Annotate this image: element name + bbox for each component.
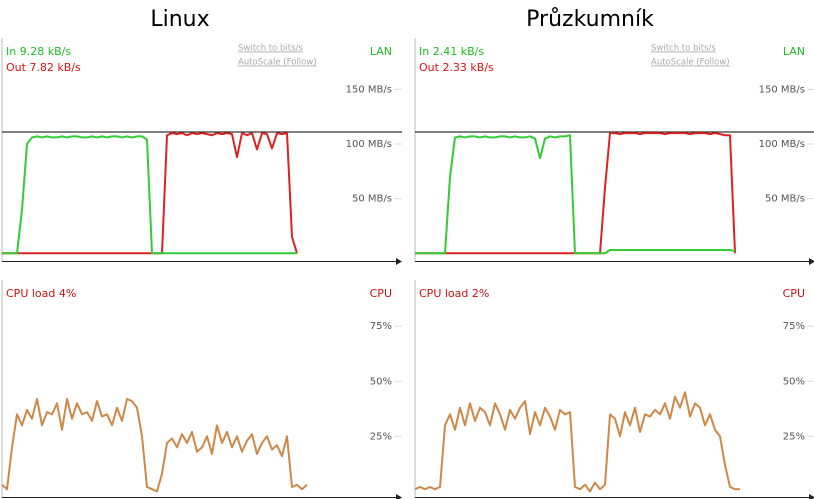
readout: CPU load 4% <box>6 287 76 300</box>
corner-label: LAN <box>370 45 392 58</box>
series-line <box>415 134 736 255</box>
y-tick-label: 25% <box>783 431 805 442</box>
readout: Out 7.82 kB/s <box>6 61 81 74</box>
corner-label: CPU <box>370 287 392 300</box>
y-tick-label: 50 MB/s <box>352 194 392 205</box>
axis-arrow <box>809 494 814 499</box>
link: Switch to bits/s <box>651 44 716 54</box>
readout: In 2.41 kB/s <box>419 45 484 58</box>
heading: Linux <box>150 7 209 32</box>
y-tick-label: 100 MB/s <box>759 139 805 150</box>
y-tick-label: 50 MB/s <box>765 194 805 205</box>
link: AutoScale (Follow) <box>651 58 730 68</box>
series-line <box>2 135 297 255</box>
y-tick-label: 150 MB/s <box>759 84 805 95</box>
axis-arrow <box>396 258 402 265</box>
axis-arrow <box>809 258 814 265</box>
corner-label: LAN <box>783 45 805 58</box>
y-tick-label: 50% <box>783 376 805 387</box>
series-line <box>414 391 740 493</box>
y-tick-label: 75% <box>370 321 392 332</box>
y-tick-label: 50% <box>370 376 392 387</box>
link: AutoScale (Follow) <box>238 58 317 68</box>
link: Switch to bits/s <box>238 44 303 54</box>
axis-arrow <box>396 494 402 499</box>
readout: CPU load 2% <box>419 287 489 300</box>
series-line <box>2 132 298 255</box>
y-tick-label: 75% <box>783 321 805 332</box>
series-line <box>1 397 308 493</box>
readout: In 9.28 kB/s <box>6 45 71 58</box>
y-tick-label: 100 MB/s <box>346 139 392 150</box>
readout: Out 2.33 kB/s <box>419 61 494 74</box>
y-tick-label: 150 MB/s <box>346 84 392 95</box>
corner-label: CPU <box>783 287 805 300</box>
heading: Průzkumník <box>526 7 654 32</box>
y-tick-label: 25% <box>370 431 392 442</box>
